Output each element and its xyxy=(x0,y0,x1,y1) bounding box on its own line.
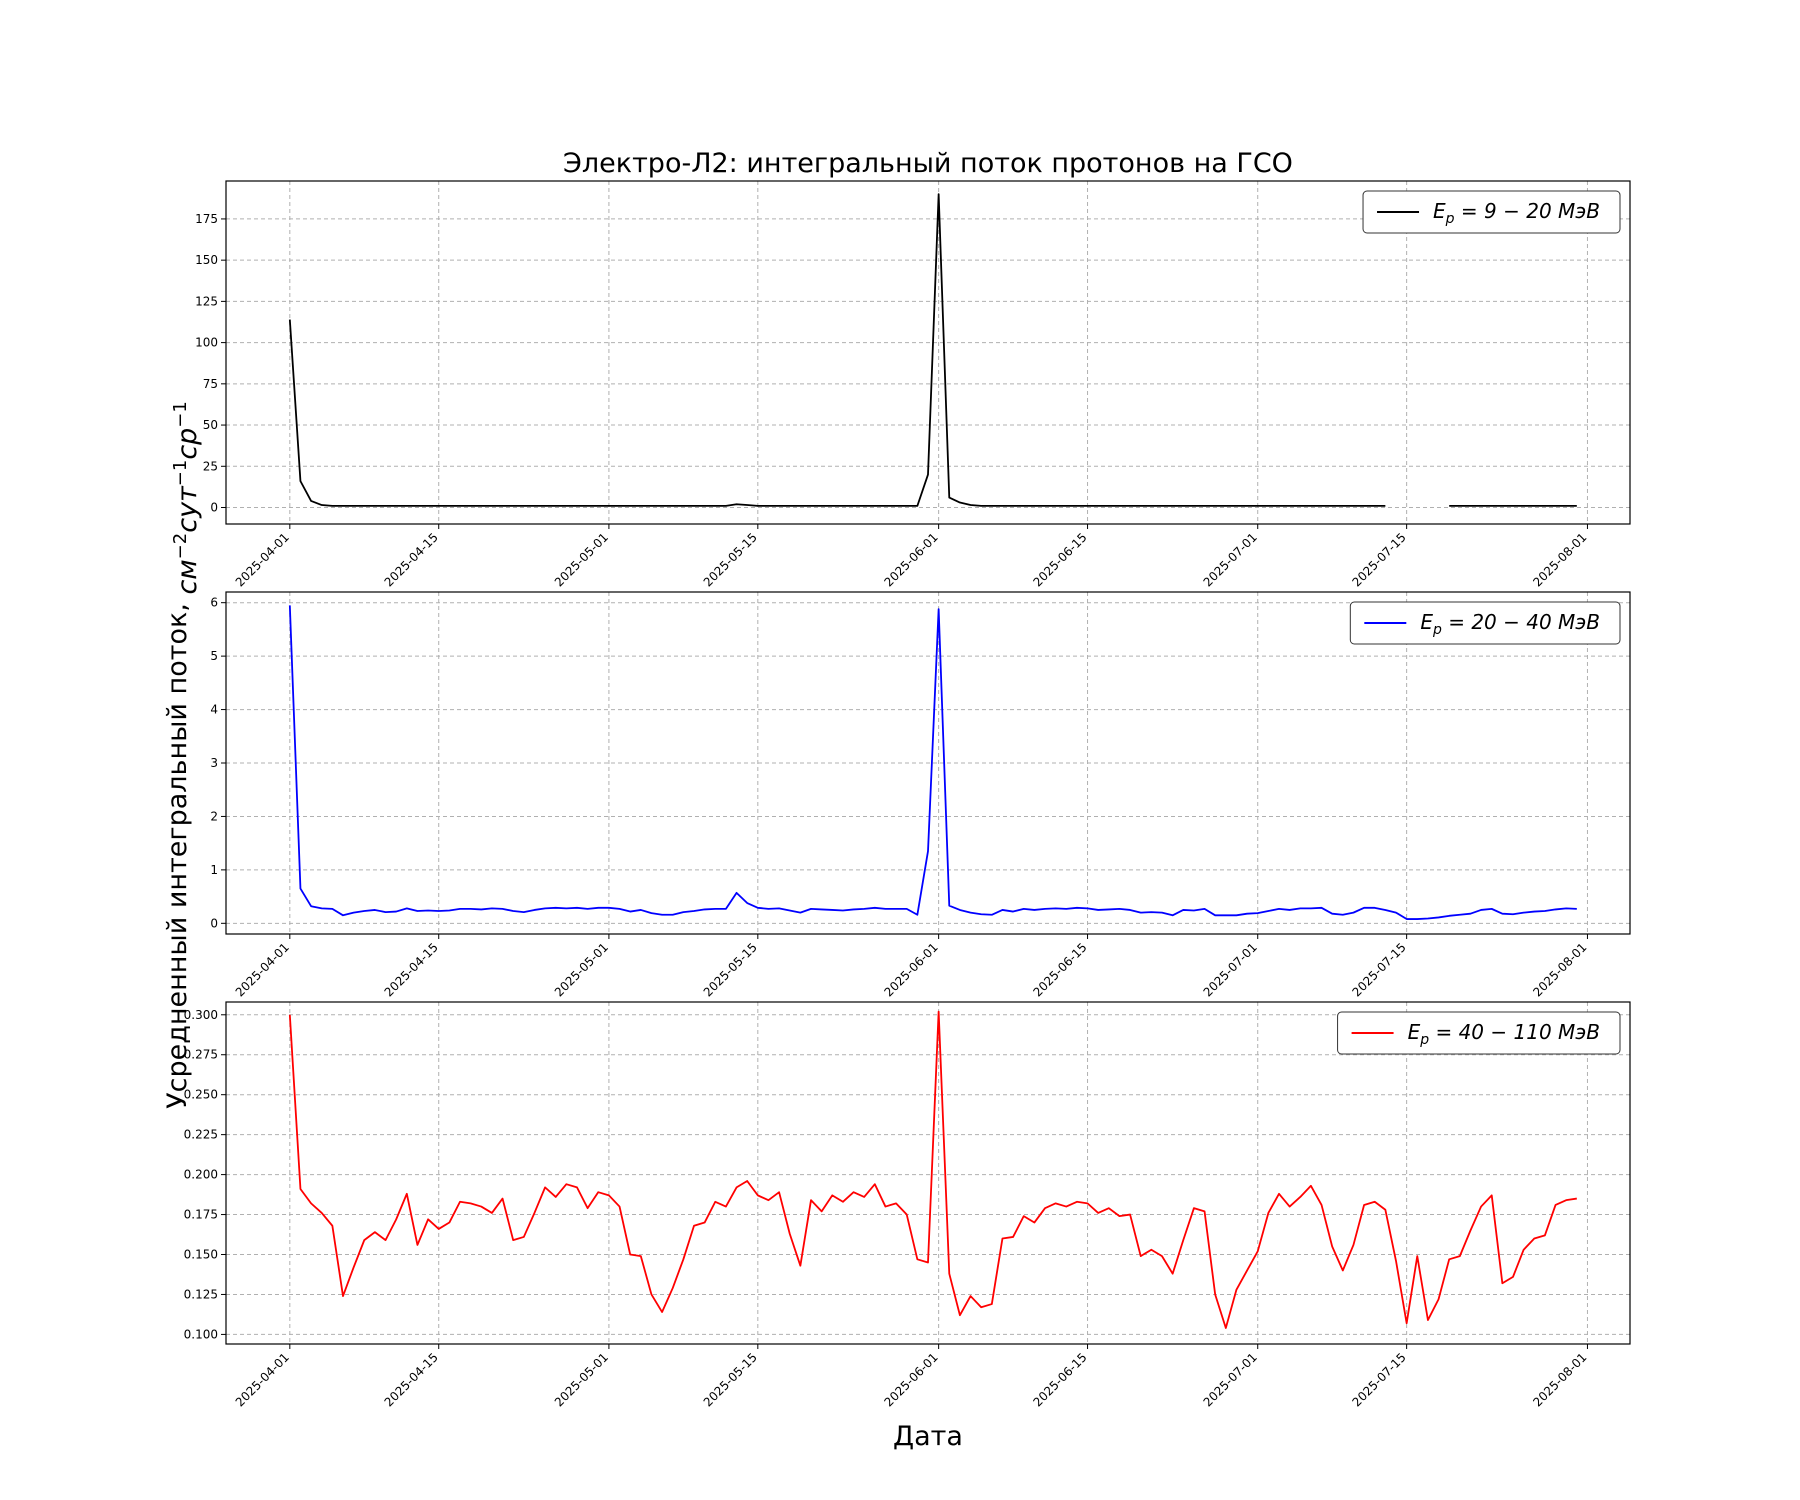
x-tick-label: 2025-06-01 xyxy=(882,530,941,589)
series-line xyxy=(288,605,1577,920)
chart-title: Электро-Л2: интегральный поток протонов … xyxy=(563,148,1293,179)
x-tick-label: 2025-04-01 xyxy=(233,1350,292,1409)
y-tick-label: 25 xyxy=(203,459,218,473)
x-tick-label: 2025-05-01 xyxy=(552,940,611,999)
legend-box xyxy=(1362,190,1621,234)
x-tick-label: 2025-08-01 xyxy=(1530,940,1589,999)
y-tick-label: 1 xyxy=(210,863,218,877)
y-tick-label: 4 xyxy=(210,703,218,717)
x-tick-label: 2025-06-15 xyxy=(1030,530,1089,589)
legend-box xyxy=(1337,1011,1621,1055)
x-tick-label: 2025-06-01 xyxy=(882,940,941,999)
y-tick-label: 0.100 xyxy=(184,1327,218,1341)
legend: Ep = 9 − 20 МэВ xyxy=(1362,190,1621,234)
x-tick-label: 2025-05-01 xyxy=(552,530,611,589)
x-tick-label: 2025-05-15 xyxy=(701,530,760,589)
y-axis-label: Усредненный интегральный поток, см−2сут−… xyxy=(162,401,203,1109)
x-tick-label: 2025-04-01 xyxy=(233,530,292,589)
y-tick-label: 0 xyxy=(210,916,218,930)
x-tick-label: 2025-04-15 xyxy=(382,530,441,589)
y-tick-label: 0.175 xyxy=(184,1208,218,1222)
axes-frame xyxy=(225,1001,1631,1345)
y-tick-label: 0.250 xyxy=(184,1088,218,1102)
legend-label: Ep = 20 − 40 МэВ xyxy=(1420,610,1600,638)
x-tick-label: 2025-07-15 xyxy=(1350,940,1409,999)
x-tick-label: 2025-06-15 xyxy=(1030,1350,1089,1409)
series-line xyxy=(288,1010,1577,1329)
x-tick-label: 2025-07-01 xyxy=(1201,1350,1260,1409)
y-tick-label: 0.200 xyxy=(184,1168,218,1182)
x-tick-label: 2025-08-01 xyxy=(1530,1350,1589,1409)
legend-box xyxy=(1349,601,1621,645)
panel-40-110-mev: 0.100 0.125 0.150 0.175 0.200 0.225 0.250 0.275… xyxy=(184,1001,1631,1409)
y-tick-label: 100 xyxy=(195,336,218,350)
x-tick-label: 2025-07-15 xyxy=(1350,1350,1409,1409)
y-tick-label: 125 xyxy=(195,294,218,308)
y-tick-label: 0.125 xyxy=(184,1287,218,1301)
x-tick-label: 2025-05-01 xyxy=(552,1350,611,1409)
y-tick-label: 150 xyxy=(195,253,218,267)
y-tick-label: 0 xyxy=(210,501,218,515)
y-tick-label: 0.150 xyxy=(184,1248,218,1262)
y-tick-label: 0.225 xyxy=(184,1128,218,1142)
y-tick-label: 0.275 xyxy=(184,1048,218,1062)
y-tick-label: 50 xyxy=(203,418,218,432)
x-tick-label: 2025-07-01 xyxy=(1201,530,1260,589)
series-line xyxy=(288,193,1577,507)
x-tick-label: 2025-08-01 xyxy=(1530,530,1589,589)
x-tick-label: 2025-05-15 xyxy=(701,1350,760,1409)
x-tick-label: 2025-05-15 xyxy=(701,940,760,999)
x-tick-label: 2025-06-15 xyxy=(1030,940,1089,999)
x-tick-label: 2025-06-01 xyxy=(882,1350,941,1409)
y-tick-label: 3 xyxy=(210,756,218,770)
x-tick-label: 2025-04-15 xyxy=(382,1350,441,1409)
panel-20-40-mev: 0 1 2 3 4 5 6 2025-04-01 2025-04-15 2025-05-01 202… xyxy=(210,591,1631,999)
y-tick-label: 175 xyxy=(195,212,218,226)
legend: Ep = 20 − 40 МэВ xyxy=(1349,601,1621,645)
x-tick-label: 2025-04-01 xyxy=(233,940,292,999)
x-tick-label: 2025-07-01 xyxy=(1201,940,1260,999)
y-tick-label: 6 xyxy=(210,596,218,610)
y-tick-label: 5 xyxy=(210,649,218,663)
y-tick-label: 0.300 xyxy=(184,1008,218,1022)
y-tick-label: 75 xyxy=(203,377,218,391)
panel-9-20-mev: 0 25 50 75 100 125 150 175 2025-04-01 2025-04-15 2… xyxy=(195,180,1631,589)
x-tick-label: 2025-04-15 xyxy=(382,940,441,999)
y-tick-label: 2 xyxy=(210,809,218,823)
x-axis-label: Дата xyxy=(893,1421,963,1452)
legend: Ep = 40 − 110 МэВ xyxy=(1337,1011,1621,1055)
legend-label: Ep = 9 − 20 МэВ xyxy=(1433,199,1600,227)
axes-frame xyxy=(225,180,1631,525)
x-tick-label: 2025-07-15 xyxy=(1350,530,1409,589)
legend-label: Ep = 40 − 110 МэВ xyxy=(1408,1020,1600,1048)
